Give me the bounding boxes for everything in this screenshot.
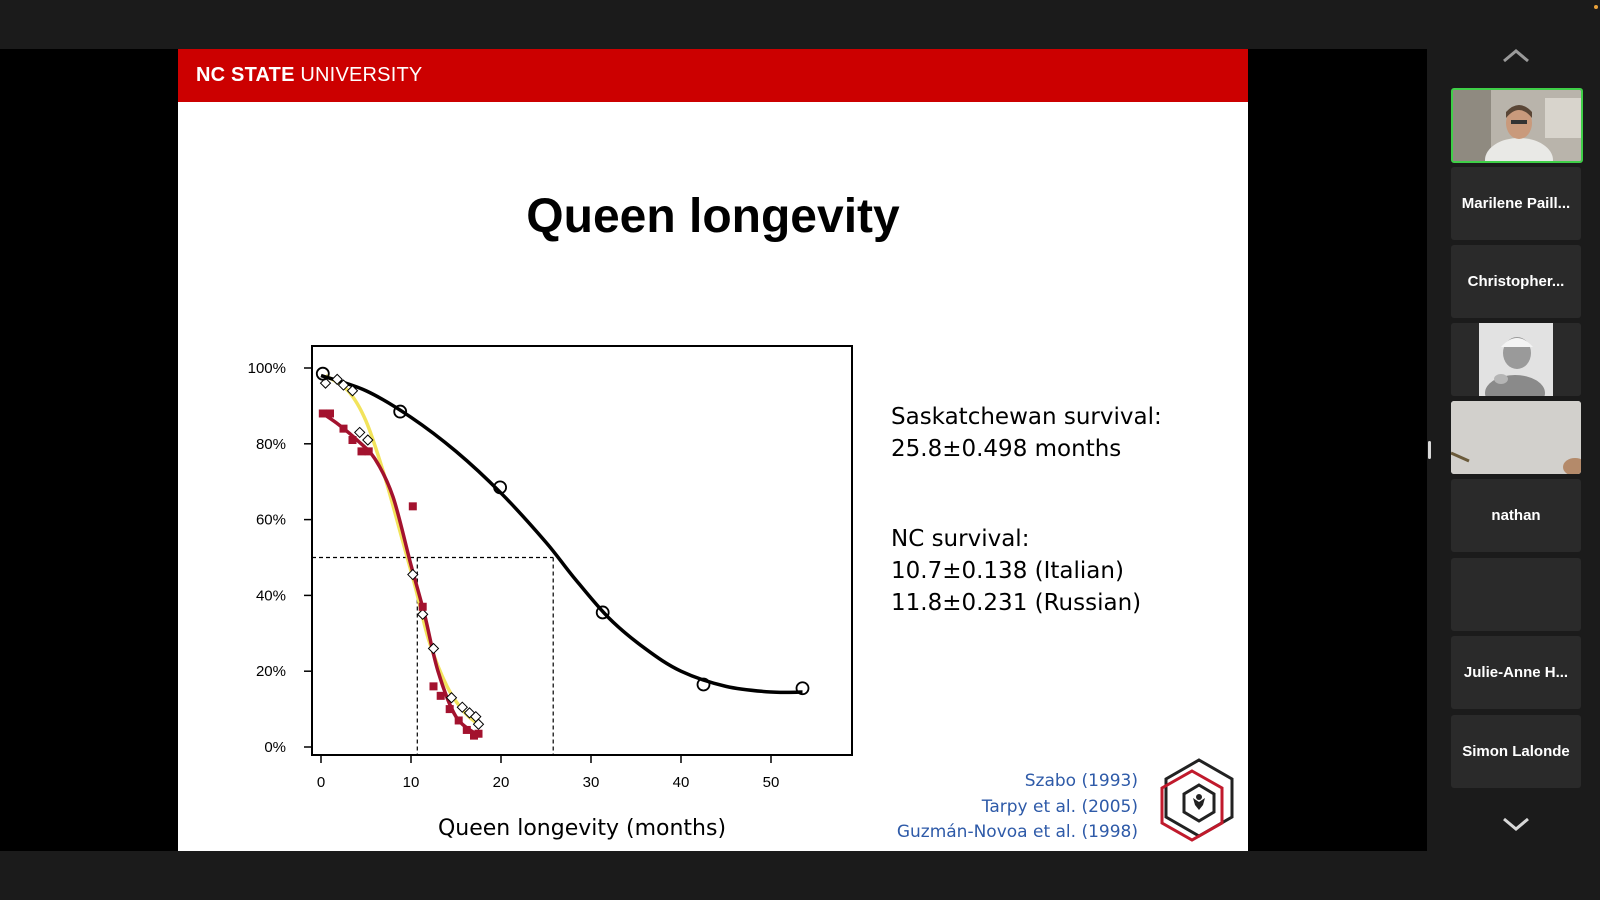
participant-tile[interactable]	[1451, 558, 1581, 631]
data-point-italian	[346, 385, 359, 397]
sask-value: 25.8±0.498 months	[891, 436, 1122, 462]
data-point-saskatchewan	[595, 605, 610, 620]
y-tick-label: 20%	[256, 663, 286, 680]
data-point-russian	[474, 729, 483, 738]
y-tick-label: 100%	[248, 360, 286, 377]
brand-bold-text: NC STATE	[196, 64, 295, 86]
series-line-russian	[321, 412, 480, 738]
data-point-russian	[339, 424, 348, 433]
participant-tile[interactable]: Christopher...	[1451, 245, 1581, 318]
data-point-italian	[353, 426, 366, 439]
participant-tile[interactable]	[1451, 401, 1581, 474]
data-point-russian	[408, 502, 417, 511]
video-feed	[1451, 401, 1581, 474]
y-tick-label: 80%	[256, 436, 286, 453]
data-point-russian	[364, 447, 373, 456]
data-point-russian	[470, 731, 478, 740]
top-bar	[0, 0, 1600, 49]
survival-chart: 0% 20% 40% 60% 80% 100% 0 10 20 30 40 50 Queen longe…	[248, 345, 853, 841]
chevron-up-icon[interactable]	[1501, 46, 1531, 66]
data-point-italian	[427, 642, 440, 655]
x-tick-label: 10	[403, 774, 420, 791]
data-point-saskatchewan	[315, 366, 330, 381]
data-point-italian	[407, 568, 419, 581]
data-point-russian	[357, 447, 366, 456]
participants-sidebar: Marilene Paill... Christopher... nathan …	[1427, 40, 1600, 900]
participant-name: Julie-Anne H...	[1463, 664, 1569, 681]
data-point-saskatchewan	[795, 681, 810, 696]
participant-name: Simon Lalonde	[1462, 743, 1570, 760]
data-point-russian	[429, 682, 438, 691]
series-line-saskatchewan	[320, 373, 803, 695]
survival-stats: Saskatchewan survival: 25.8±0.498 months…	[891, 401, 1162, 619]
data-point-italian	[319, 377, 332, 389]
plot-frame	[311, 345, 853, 756]
participant-name: Marilene Paill...	[1461, 195, 1571, 212]
participant-tile[interactable]	[1451, 323, 1581, 396]
participant-tile[interactable]: Simon Lalonde	[1451, 715, 1581, 788]
x-tick-label: 50	[763, 774, 780, 791]
notification-dot	[1594, 5, 1598, 9]
y-tick-label: 60%	[256, 512, 286, 529]
slide-title: Queen longevity	[526, 190, 900, 243]
profile-photo	[1451, 323, 1581, 396]
data-point-saskatchewan	[493, 480, 508, 495]
data-point-russian	[436, 691, 445, 700]
reference-item: Guzmán-Novoa et al. (1998)	[896, 822, 1138, 842]
chevron-down-icon[interactable]	[1501, 814, 1531, 834]
participant-name: Christopher...	[1467, 273, 1565, 290]
data-point-russian	[326, 409, 334, 418]
references: Szabo (1993) Tarpy et al. (2005) Guzmán-…	[897, 769, 1138, 846]
nc-russian: 11.8±0.231 (Russian)	[891, 590, 1142, 616]
participant-name: nathan	[1491, 507, 1541, 524]
video-feed	[1453, 90, 1581, 161]
data-point-italian	[331, 373, 343, 386]
data-point-russian	[318, 409, 327, 418]
data-point-italian	[362, 434, 374, 446]
bottom-bar	[0, 851, 1600, 900]
sask-label: Saskatchewan survival:	[891, 404, 1162, 430]
data-point-russian	[418, 602, 427, 611]
data-point-russian	[445, 705, 454, 714]
participant-tile[interactable]: nathan	[1451, 479, 1581, 552]
x-axis-label: Queen longevity (months)	[438, 816, 726, 841]
data-point-saskatchewan	[696, 677, 711, 692]
x-tick-label: 20	[493, 774, 510, 791]
panel-resize-handle[interactable]	[1428, 441, 1431, 459]
nc-label: NC survival:	[891, 526, 1030, 552]
y-tick-label: 40%	[256, 587, 286, 604]
university-brand: NC STATE UNIVERSITY	[196, 64, 422, 87]
data-point-italian	[416, 608, 429, 621]
participant-tile[interactable]: Marilene Paill...	[1451, 167, 1581, 240]
x-tick-label: 40	[673, 774, 690, 791]
participant-tile[interactable]: Julie-Anne H...	[1451, 636, 1581, 709]
data-point-italian	[337, 379, 350, 391]
y-tick-label: 0%	[264, 739, 286, 756]
data-point-saskatchewan	[393, 404, 408, 419]
brand-regular-text: UNIVERSITY	[294, 64, 423, 86]
reference-item: Tarpy et al. (2005)	[981, 796, 1138, 817]
nc-italian: 10.7±0.138 (Italian)	[891, 558, 1124, 584]
bee-lab-logo	[1160, 758, 1234, 842]
data-point-russian	[462, 725, 471, 734]
data-point-russian	[454, 716, 463, 725]
series-line-italian	[324, 374, 483, 728]
data-point-italian	[456, 701, 469, 713]
data-point-italian	[445, 692, 458, 704]
x-tick-label: 30	[583, 774, 600, 791]
data-point-italian	[472, 718, 485, 730]
data-point-russian	[348, 436, 357, 445]
presentation-slide: NC STATE UNIVERSITY Queen longevity 0% 20…	[178, 49, 1248, 851]
participant-tile-active-speaker[interactable]	[1451, 88, 1583, 163]
slide-banner: NC STATE UNIVERSITY	[178, 49, 1248, 102]
reference-item: Szabo (1993)	[1024, 771, 1138, 791]
x-tick-label: 0	[317, 774, 325, 791]
